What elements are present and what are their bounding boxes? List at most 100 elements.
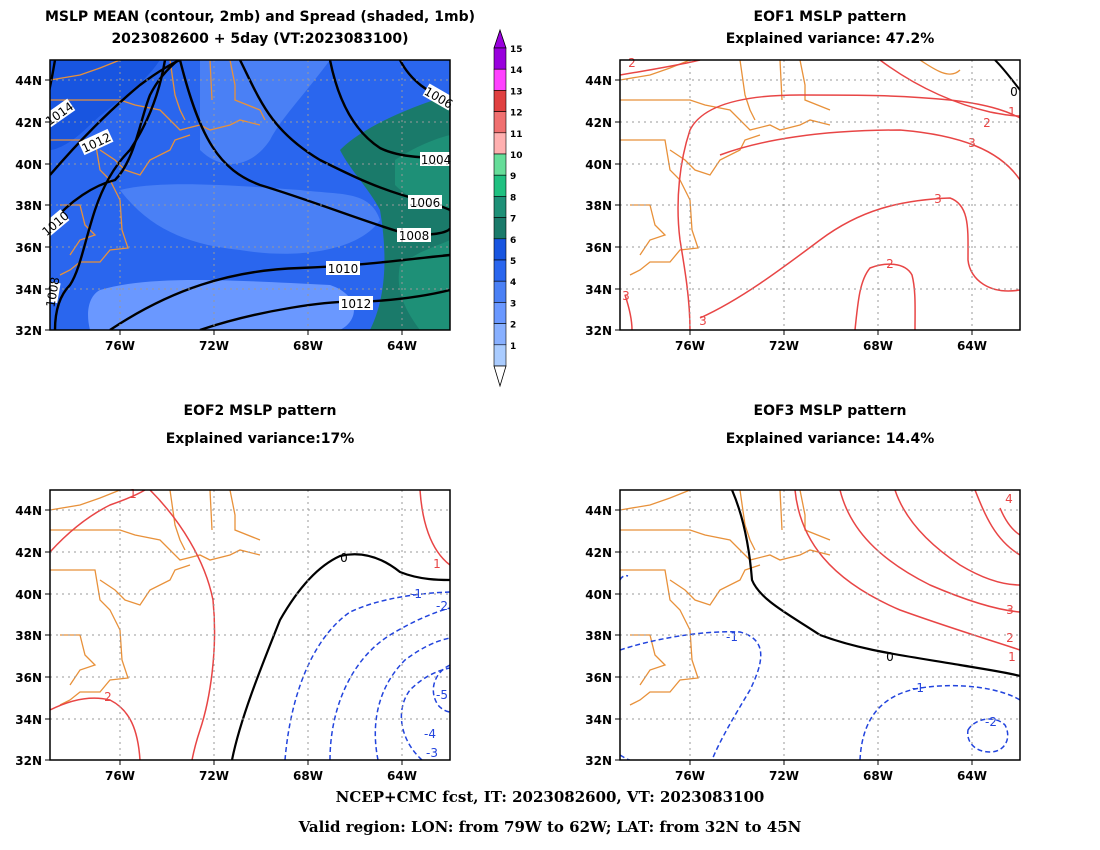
colorbar-label: 6 xyxy=(510,236,516,246)
plot-frame xyxy=(49,59,451,331)
y-tick-label: 44N xyxy=(585,74,612,88)
svg-text:1: 1 xyxy=(129,487,137,501)
svg-text:3: 3 xyxy=(699,314,707,328)
contour-label-1008a: 1008 xyxy=(43,276,63,308)
spread-colorbar: 15 14 13 12 11 10 9 8 7 6 5 4 3 2 1 xyxy=(493,28,523,388)
spread-shading xyxy=(50,60,450,330)
svg-text:-1: -1 xyxy=(726,630,738,644)
svg-text:4: 4 xyxy=(1005,492,1013,506)
eof3-contour-labels: 4 3 2 1 0 -1 -1 -2 xyxy=(726,492,1016,729)
y-tick-label: 42N xyxy=(585,116,612,130)
svg-text:-3: -3 xyxy=(426,746,438,760)
svg-text:2: 2 xyxy=(983,116,991,130)
svg-text:1: 1 xyxy=(1008,105,1016,119)
x-tick-label: 72W xyxy=(769,339,799,353)
eof2-positive-contours xyxy=(50,490,450,760)
svg-text:-2: -2 xyxy=(436,599,448,613)
svg-text:0: 0 xyxy=(1010,85,1018,99)
y-tick-label: 34N xyxy=(585,713,612,727)
mean-contour-labels: 1014 1012 1010 1008 1006 1004 1006 1008 … xyxy=(39,83,456,311)
colorbar-label: 14 xyxy=(510,66,523,76)
y-tick-label: 44N xyxy=(585,504,612,518)
plot-frame xyxy=(619,489,1021,761)
colorbar-label: 9 xyxy=(510,172,516,182)
colorbar-label: 4 xyxy=(510,278,516,288)
x-tick-label: 68W xyxy=(293,769,323,783)
x-tick-label: 72W xyxy=(199,769,229,783)
footer-line1: NCEP+CMC fcst, IT: 2023082600, VT: 20230… xyxy=(335,788,765,806)
colorbar-label: 5 xyxy=(510,257,516,267)
coastline-lines xyxy=(50,490,261,706)
x-tick-label: 76W xyxy=(105,769,135,783)
eof2-negative-contours xyxy=(284,591,450,760)
x-tick-label: 64W xyxy=(387,769,417,783)
x-tick-label: 64W xyxy=(957,769,987,783)
colorbar-label: 8 xyxy=(510,193,516,203)
y-tick-label: 32N xyxy=(15,324,42,338)
x-tick-label: 76W xyxy=(675,769,705,783)
colorbar-label: 11 xyxy=(510,130,523,140)
y-tick-label: 42N xyxy=(585,546,612,560)
svg-text:-2: -2 xyxy=(985,715,997,729)
y-tick-label: 34N xyxy=(15,713,42,727)
y-tick-label: 38N xyxy=(585,629,612,643)
y-tick-label: 36N xyxy=(15,671,42,685)
svg-text:-5: -5 xyxy=(436,688,448,702)
x-tick-label: 76W xyxy=(675,339,705,353)
panel-eof3-title-line1: EOF3 MSLP pattern xyxy=(753,403,907,419)
eof3-negative-contours xyxy=(620,574,1020,760)
y-tick-label: 36N xyxy=(585,671,612,685)
y-tick-label: 44N xyxy=(15,504,42,518)
y-tick-label: 36N xyxy=(15,241,42,255)
colorbar-label: 13 xyxy=(510,87,523,97)
panel-mean-title-line1: MSLP MEAN (contour, 2mb) and Spread (sha… xyxy=(45,9,475,25)
colorbar-label: 3 xyxy=(510,299,516,309)
y-tick-label: 38N xyxy=(585,199,612,213)
y-tick-label: 38N xyxy=(15,199,42,213)
y-tick-label: 36N xyxy=(585,241,612,255)
colorbar-label: 10 xyxy=(510,151,523,161)
panel-eof3-title-line2: Explained variance: 14.4% xyxy=(725,431,935,447)
panel-eof1-title-line2: Explained variance: 47.2% xyxy=(725,31,935,47)
panel-mean-title-line2: 2023082600 + 5day (VT:2023083100) xyxy=(111,31,409,47)
grid-lines xyxy=(620,490,1020,760)
plot-frame xyxy=(619,59,1021,331)
svg-text:-1: -1 xyxy=(912,681,924,695)
x-tick-label: 64W xyxy=(387,339,417,353)
svg-text:-4: -4 xyxy=(424,727,436,741)
x-tick-label: 68W xyxy=(863,339,893,353)
colorbar-label: 15 xyxy=(510,45,523,55)
panel-eof2-title-line2: Explained variance:17% xyxy=(165,431,355,447)
colorbar-label: 12 xyxy=(510,109,523,119)
panel-mean-title: MSLP MEAN (contour, 2mb) and Spread (sha… xyxy=(20,9,500,47)
grid-lines xyxy=(620,60,1020,330)
y-tick-label: 40N xyxy=(585,158,612,172)
y-tick-label: 40N xyxy=(585,588,612,602)
svg-text:3: 3 xyxy=(968,136,976,150)
svg-text:2: 2 xyxy=(1006,631,1014,645)
panel-eof1-title-line1: EOF1 MSLP pattern xyxy=(753,9,907,25)
contour-label-1012b: 1012 xyxy=(339,296,373,311)
svg-text:1008: 1008 xyxy=(399,229,430,243)
eof1-contour-labels: 2 1 2 3 3 2 3 3 0 xyxy=(622,56,1018,328)
panel-eof2-title-line1: EOF2 MSLP pattern xyxy=(183,403,337,419)
svg-text:1010: 1010 xyxy=(328,262,359,276)
panel-eof1-title: EOF1 MSLP pattern Explained variance: 47… xyxy=(620,9,1040,47)
y-tick-label: 40N xyxy=(15,158,42,172)
colorbar-min-arrow xyxy=(493,365,507,388)
svg-text:0: 0 xyxy=(340,551,348,565)
svg-text:0: 0 xyxy=(886,650,894,664)
y-tick-label: 42N xyxy=(15,546,42,560)
eof1-zero-contour xyxy=(994,60,1020,91)
footer-line2: Valid region: LON: from 79W to 62W; LAT:… xyxy=(298,818,802,836)
y-tick-label: 40N xyxy=(15,588,42,602)
y-tick-label: 34N xyxy=(15,283,42,297)
svg-text:2: 2 xyxy=(628,56,636,70)
colorbar-label: 1 xyxy=(510,342,516,352)
coastline-lines xyxy=(620,490,831,706)
x-tick-label: 72W xyxy=(769,769,799,783)
panel-eof3-title: EOF3 MSLP pattern Explained variance: 14… xyxy=(620,403,1040,447)
svg-text:1: 1 xyxy=(433,557,441,571)
svg-text:3: 3 xyxy=(622,289,630,303)
